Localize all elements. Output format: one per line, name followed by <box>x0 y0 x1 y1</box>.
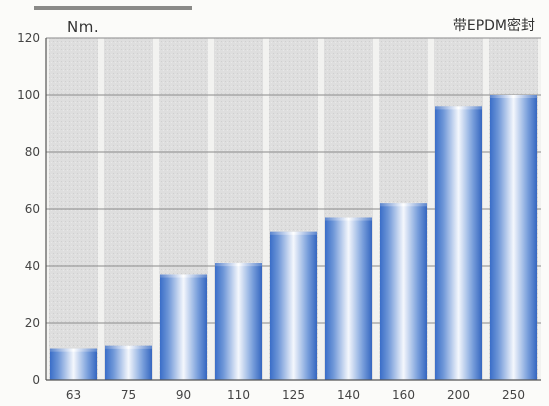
bar <box>105 345 152 380</box>
y-axis-unit-label: Nm. <box>67 18 100 36</box>
bar <box>490 95 537 380</box>
bar-63 <box>50 348 97 380</box>
bar <box>160 274 207 380</box>
bar-cap <box>435 106 482 110</box>
bar-cap <box>325 217 372 221</box>
bar-250 <box>490 95 537 380</box>
bar-cap <box>490 95 537 98</box>
bar <box>50 348 97 380</box>
y-tick-label: 40 <box>25 259 40 273</box>
bar-160 <box>380 203 427 380</box>
x-tick-label: 200 <box>447 388 470 402</box>
bar-cap <box>215 263 262 267</box>
x-tick-label: 140 <box>337 388 360 402</box>
y-tick-label: 80 <box>25 145 40 159</box>
x-tick-label: 160 <box>392 388 415 402</box>
x-tick-label: 90 <box>176 388 191 402</box>
x-tick-label: 110 <box>227 388 250 402</box>
bar-cap <box>50 348 97 352</box>
bar-200 <box>435 106 482 381</box>
x-tick-label: 75 <box>121 388 136 402</box>
x-tick-label: 250 <box>502 388 525 402</box>
bar <box>270 231 317 380</box>
x-tick-label: 125 <box>282 388 305 402</box>
bar <box>325 217 372 380</box>
y-tick-label: 120 <box>17 31 40 45</box>
bar-75 <box>105 345 152 380</box>
bar-125 <box>270 231 317 380</box>
y-tick-label: 100 <box>17 88 40 102</box>
y-tick-label: 60 <box>25 202 40 216</box>
bar-cap <box>105 345 152 349</box>
y-tick-label: 20 <box>25 316 40 330</box>
bar-cap <box>270 231 317 235</box>
bar-cap <box>160 274 207 278</box>
x-tick-label: 63 <box>66 388 81 402</box>
bar-140 <box>325 217 372 380</box>
bar-cap <box>380 203 427 207</box>
y-tick-label: 0 <box>32 373 40 387</box>
bar <box>215 263 262 380</box>
chart-annotation: 带EPDM密封 <box>452 18 535 34</box>
bar <box>435 106 482 381</box>
bar-90 <box>160 274 207 380</box>
bar-110 <box>215 263 262 380</box>
header-rule <box>34 6 192 10</box>
bar <box>380 203 427 380</box>
